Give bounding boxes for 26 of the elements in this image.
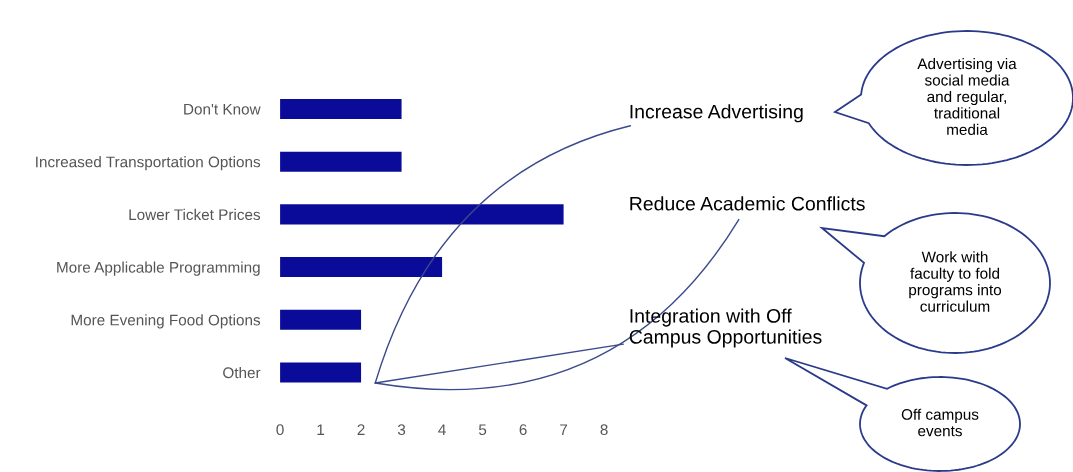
x-tick-label: 8 (600, 424, 608, 436)
y-tick-label: Increased Transportation Options (36, 156, 261, 171)
text: Increase Advertising (630, 104, 803, 123)
x-tick-label: 1 (317, 424, 325, 435)
y-tick-label: More Evening Food Options (71, 314, 261, 329)
text: Advertising via social media and regular, traditional media (917, 57, 1017, 136)
bar (280, 257, 443, 278)
y-tick-label: More Applicable Programming (57, 261, 260, 276)
x-tick-label: 0 (276, 424, 284, 436)
text: Off campus events (901, 408, 979, 437)
bar (280, 309, 362, 330)
y-tick-label: Don't Know (184, 103, 261, 115)
text: Reduce Academic Conflicts (630, 196, 865, 211)
y-tick-label: Other (223, 366, 261, 379)
bar (280, 151, 402, 172)
y-tick-label: Lower Ticket Prices (129, 208, 261, 221)
x-tick-label: 2 (357, 424, 365, 435)
x-tick-label: 5 (478, 424, 487, 436)
x-tick-label: 4 (438, 424, 446, 435)
bar (280, 98, 402, 119)
x-tick-label: 7 (560, 424, 568, 435)
bar (280, 362, 362, 383)
x-tick-label: 3 (397, 424, 406, 436)
text: Work with faculty to fold programs into curriculum (909, 251, 1002, 312)
bar (280, 204, 564, 225)
x-tick-label: 6 (519, 424, 527, 436)
